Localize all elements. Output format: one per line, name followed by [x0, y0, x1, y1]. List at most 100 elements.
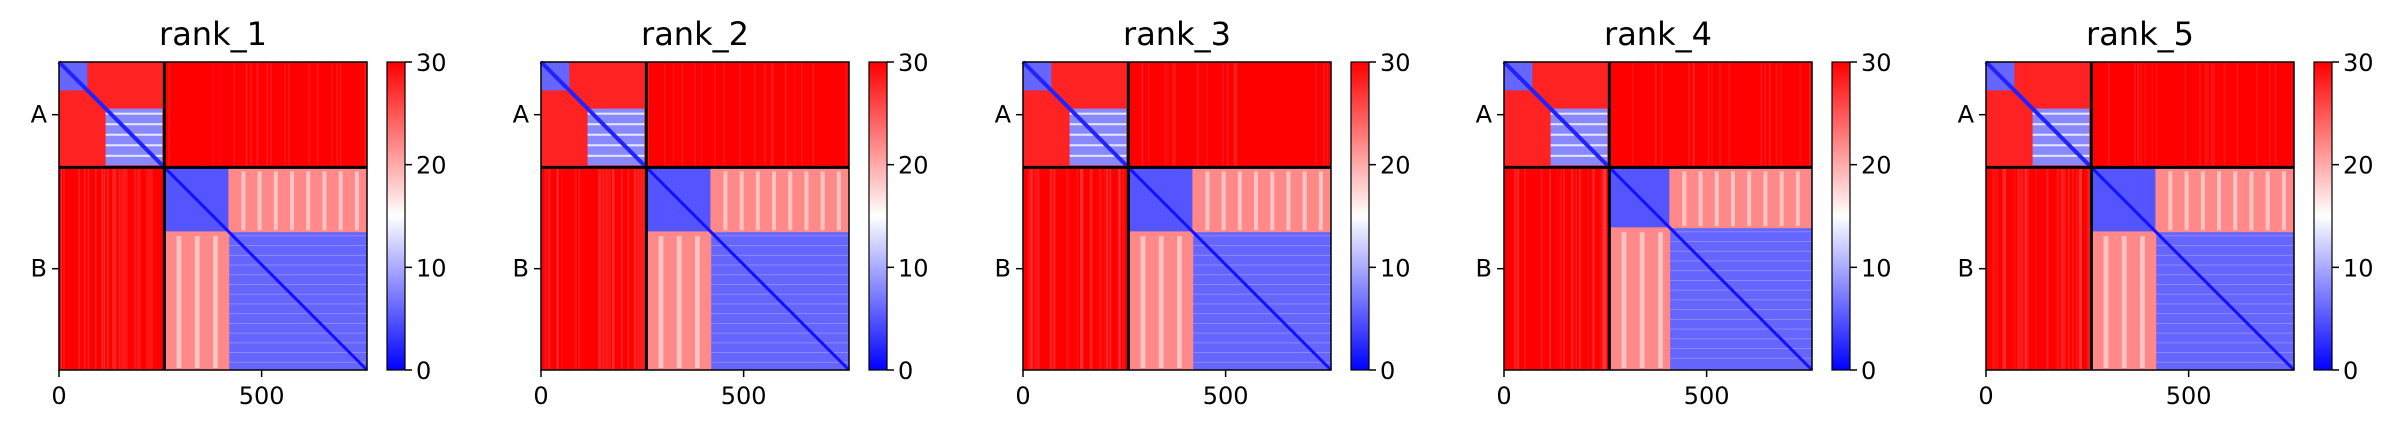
- heatmap-stripe: [136, 167, 140, 370]
- chain-a-inner-line: [2032, 154, 2090, 157]
- chain-b-texture: [1221, 171, 1226, 231]
- chain-b-texture: [213, 236, 218, 368]
- heatmap-stripe: [1166, 62, 1169, 168]
- chain-b-domain-line: [711, 245, 849, 246]
- chain-b-domain-line: [229, 342, 367, 344]
- heatmap-stripe: [1206, 62, 1208, 168]
- chain-b-texture: [241, 171, 246, 231]
- chain-a-inner-line: [587, 112, 645, 115]
- chain-b-domain-line: [2156, 342, 2294, 344]
- heatmap-stripe: [1707, 62, 1710, 168]
- panel-title: rank_5: [2086, 15, 2194, 53]
- heatmap-stripe: [2078, 167, 2082, 370]
- chain-b-domain-line: [2156, 254, 2294, 256]
- heatmap-stripe: [2274, 62, 2277, 168]
- heatmap-stripe: [1098, 167, 1102, 370]
- heatmap-stripe: [606, 167, 608, 370]
- chain-b-domain-line: [1193, 322, 1331, 324]
- panel-title: rank_3: [1123, 15, 1231, 53]
- chain-b-texture: [2233, 171, 2238, 231]
- x-tick-label: 0: [1015, 382, 1030, 410]
- chain-b-domain-line: [1193, 284, 1331, 285]
- chain-b-domain-line: [1193, 254, 1331, 256]
- y-tick-label-B: B: [1476, 255, 1492, 283]
- heatmap-stripe: [1516, 167, 1520, 370]
- chain-b-texture: [338, 171, 343, 231]
- chain-b-domain-line: [1670, 289, 1812, 291]
- heatmap-stripe: [2003, 167, 2007, 370]
- heatmap-stripe: [2027, 167, 2030, 370]
- chain-b-texture: [820, 171, 825, 231]
- chain-a-inner-line: [2032, 123, 2090, 126]
- heatmap-stripe: [123, 167, 126, 370]
- heatmap-stripe: [1587, 167, 1589, 370]
- chain-b-domain-line: [711, 342, 849, 344]
- panel-rank_3: rank_3 A B 0 500 0 10 20 30: [995, 15, 1411, 410]
- heatmap-stripe: [764, 62, 766, 168]
- heatmap-stripe: [2068, 167, 2070, 370]
- heatmap-stripe: [694, 62, 696, 168]
- x-tick-label: 0: [51, 382, 66, 410]
- chain-b-domain-line: [711, 322, 849, 324]
- x-tick-label: 0: [1496, 382, 1511, 410]
- chain-b-texture: [695, 236, 700, 368]
- y-tick-label-A: A: [513, 101, 530, 129]
- heatmap-stripe: [2061, 167, 2064, 370]
- chain-b-texture: [1795, 171, 1800, 227]
- colorbar-tick-label: 20: [1380, 152, 1411, 180]
- heatmap-stripe: [1575, 167, 1578, 370]
- chain-a-inner-line: [1069, 112, 1127, 115]
- heatmap-stripe: [1066, 167, 1070, 370]
- chain-b-texture: [2281, 171, 2286, 231]
- chain-b-texture: [257, 171, 262, 231]
- chain-a-inner-line: [1550, 112, 1608, 115]
- panel-title: rank_2: [641, 15, 749, 53]
- heatmap-stripe: [1049, 167, 1053, 370]
- x-tick-label: 500: [1203, 382, 1249, 410]
- colorbar: [2313, 61, 2333, 371]
- heatmap-stripe: [1768, 62, 1771, 168]
- heatmap-stripe: [607, 167, 611, 370]
- x-tick-label: 0: [533, 382, 548, 410]
- heatmap-stripe: [664, 62, 666, 168]
- chain-b-domain-line: [1193, 293, 1331, 295]
- heatmap-stripe: [642, 167, 645, 370]
- heatmap-stripe: [118, 167, 121, 370]
- chain-b-domain-line: [2156, 322, 2294, 324]
- heatmap-stripe: [1121, 167, 1125, 370]
- heatmap-stripe: [1196, 62, 1199, 168]
- heatmap-stripe: [2075, 167, 2078, 370]
- chain-b-domain-line: [2156, 332, 2294, 334]
- chain-a-diagonal: [539, 60, 648, 169]
- heatmap-stripe: [63, 167, 65, 370]
- heatmap-stripe: [713, 62, 716, 168]
- heatmap-stripe: [2211, 62, 2213, 168]
- chain-a-inner-line: [587, 123, 645, 126]
- colorbar-tick-label: 20: [898, 152, 929, 180]
- heatmap-stripe: [1688, 62, 1690, 168]
- panel-rank_2: rank_2 A B 0 500 0 10 20 30: [513, 15, 929, 410]
- chain-b-texture: [1779, 171, 1784, 227]
- heatmap-stripe: [2056, 167, 2060, 370]
- heatmap-stripe: [288, 62, 290, 168]
- chain-b-texture: [2103, 236, 2109, 368]
- heatmap-stripe: [1524, 167, 1526, 370]
- heatmap-stripe: [112, 167, 115, 370]
- heatmap-stripe: [574, 167, 577, 370]
- chain-b-texture: [2184, 171, 2189, 231]
- heatmap-stripe: [1080, 167, 1084, 370]
- chain-b-domain-line: [2156, 303, 2294, 305]
- chain-a-inner-line: [1550, 144, 1608, 147]
- colorbar-tick-label: 10: [1380, 254, 1411, 282]
- heatmap-stripe: [794, 62, 796, 168]
- heatmap-stripe: [2072, 167, 2074, 370]
- chain-b-domain-line: [229, 361, 367, 363]
- heatmap-stripe: [1030, 167, 1033, 370]
- heatmap-stripe: [256, 62, 259, 168]
- chain-b-texture: [2217, 171, 2222, 231]
- chain-b-texture: [1698, 171, 1703, 227]
- heatmap-stripe: [548, 167, 551, 370]
- chain-b-domain-line: [2156, 352, 2294, 353]
- chain-b-domain-line: [1670, 309, 1812, 311]
- heatmap-stripe: [1809, 62, 1811, 168]
